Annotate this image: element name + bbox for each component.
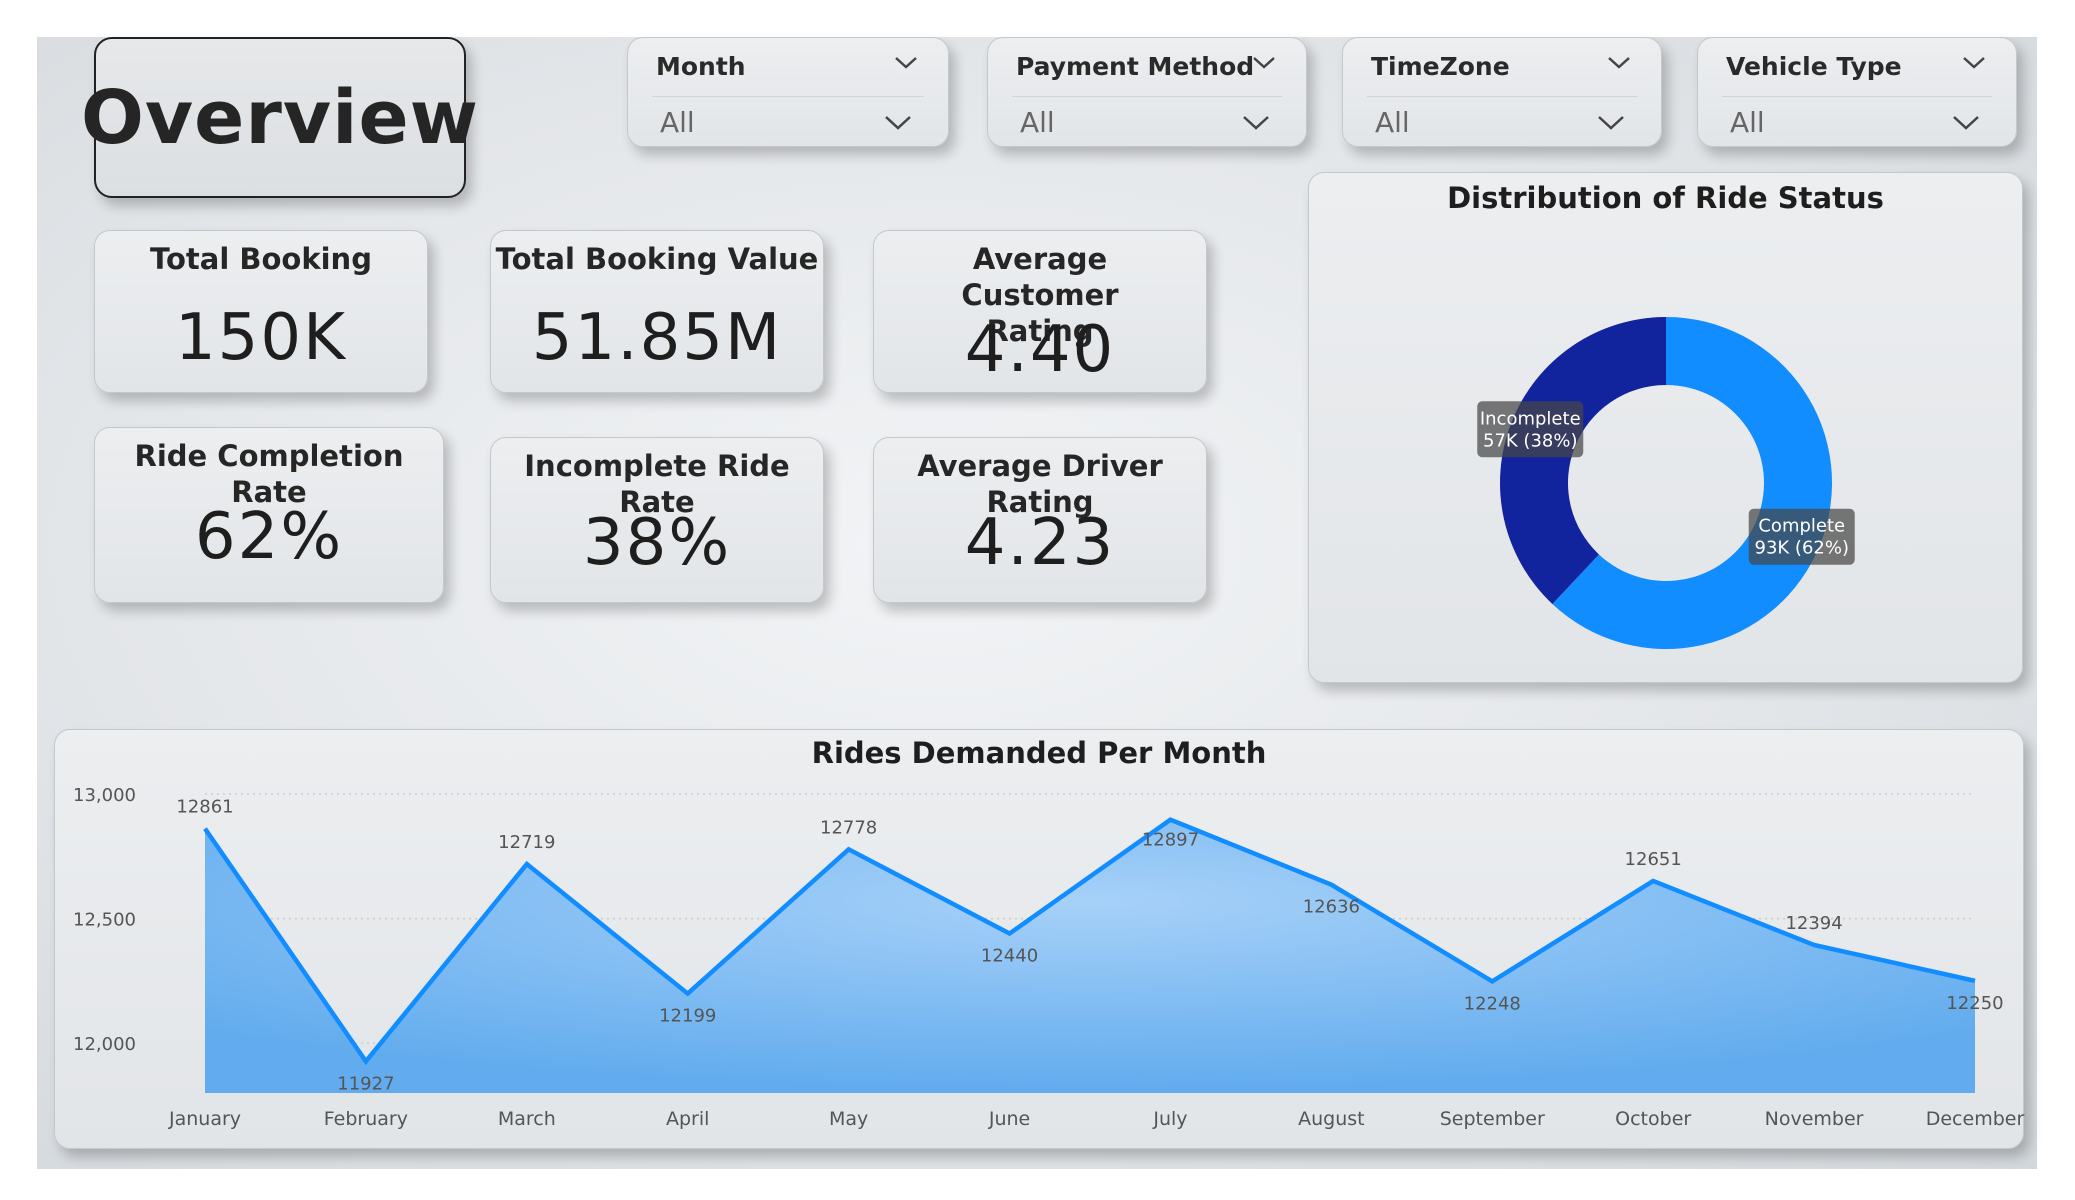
donut-slice-incomplete[interactable] xyxy=(1500,316,1666,605)
data-label: 12199 xyxy=(659,1006,716,1027)
kpi-label: Total Booking Value xyxy=(495,242,819,276)
donut-chart-card: Distribution of Ride Status Complete 93K … xyxy=(1308,172,2023,683)
kpi-ride-completion-rate: Ride Completion Rate 62% xyxy=(94,427,444,603)
data-label: 12250 xyxy=(1946,993,2003,1014)
slicer-timezone[interactable]: TimeZone All xyxy=(1342,37,1662,147)
kpi-value: 4.40 xyxy=(964,313,1116,387)
slicer-dropdown[interactable]: All xyxy=(1012,96,1282,147)
slicer-vehicle-type[interactable]: Vehicle Type All xyxy=(1697,37,2017,147)
slicer-value: All xyxy=(1375,105,1410,139)
kpi-value: 4.23 xyxy=(964,506,1116,580)
series-line xyxy=(203,817,1976,1066)
data-label: 12778 xyxy=(820,817,877,838)
x-tick-label: April xyxy=(666,1108,709,1130)
kpi-value: 150K xyxy=(174,301,348,375)
overview-title-box: Overview xyxy=(81,37,478,198)
data-label: 12897 xyxy=(1142,830,1199,851)
kpi-value: 38% xyxy=(582,506,732,580)
data-label: 12440 xyxy=(981,946,1038,967)
chevron-down-icon[interactable] xyxy=(1240,111,1272,133)
kpi-value: 62% xyxy=(194,500,344,574)
y-tick-label: 13,000 xyxy=(73,785,136,806)
kpi-label: Ride Completion Rate xyxy=(134,439,404,509)
chart-title: Distribution of Ride Status xyxy=(1447,181,1884,215)
x-tick-label: February xyxy=(324,1108,408,1130)
data-label: 12719 xyxy=(498,832,555,853)
kpi-total-booking-value: Total Booking Value 51.85M xyxy=(490,230,824,393)
slicer-value: All xyxy=(1020,105,1055,139)
data-label: 11927 xyxy=(337,1073,394,1094)
data-label-background xyxy=(1477,401,1584,458)
data-label: 12248 xyxy=(1464,993,1521,1014)
slicer-payment-method[interactable]: Payment Method All xyxy=(987,37,1307,147)
slicer-month[interactable]: Month All xyxy=(627,37,949,147)
slicer-label: Month xyxy=(656,52,746,81)
chevron-down-icon[interactable] xyxy=(1595,111,1627,133)
slicer-value: All xyxy=(1730,105,1765,139)
chevron-down-icon[interactable] xyxy=(1960,52,1988,72)
kpi-average-customer-rating: Average Customer Rating 4.40 xyxy=(873,230,1207,393)
x-tick-label: March xyxy=(498,1108,556,1130)
slicer-dropdown[interactable]: All xyxy=(652,96,924,147)
x-tick-label: November xyxy=(1765,1108,1864,1130)
chevron-down-icon[interactable] xyxy=(1605,52,1633,72)
slicer-dropdown[interactable]: All xyxy=(1722,96,1992,147)
y-tick-label: 12,000 xyxy=(73,1034,136,1055)
chart-title: Rides Demanded Per Month xyxy=(811,736,1267,770)
x-tick-label: January xyxy=(168,1108,241,1130)
data-label: 12651 xyxy=(1625,849,1682,870)
kpi-label: Average Customer Rating xyxy=(961,242,1119,348)
x-tick-label: September xyxy=(1440,1108,1545,1130)
slicer-label: Vehicle Type xyxy=(1726,52,1902,81)
x-tick-label: December xyxy=(1926,1108,2025,1130)
chevron-down-icon[interactable] xyxy=(1250,52,1278,72)
chevron-down-icon[interactable] xyxy=(882,111,914,133)
kpi-label: Incomplete Ride Rate xyxy=(524,449,790,519)
data-label-name: Complete xyxy=(1758,516,1845,537)
kpi-total-booking: Total Booking 150K xyxy=(94,230,428,393)
x-tick-label: August xyxy=(1298,1108,1365,1130)
dashboard-canvas: Overview Month All Payment Method All Ti… xyxy=(37,37,2037,1169)
x-tick-label: July xyxy=(1152,1108,1187,1130)
data-label-name: Incomplete xyxy=(1480,408,1581,429)
line-chart-card: Rides Demanded Per Month 13,000 12,500 12,… xyxy=(54,729,2024,1149)
data-label: 12394 xyxy=(1785,913,1842,934)
slicer-value: All xyxy=(660,105,695,139)
kpi-value: 51.85M xyxy=(531,301,783,375)
slicer-label: TimeZone xyxy=(1371,52,1510,81)
kpi-label: Total Booking xyxy=(150,242,372,276)
y-tick-label: 12,500 xyxy=(73,910,136,931)
donut-slice-complete[interactable] xyxy=(1552,317,1832,649)
x-tick-label: October xyxy=(1615,1108,1691,1130)
data-label-value: 93K (62%) xyxy=(1755,538,1849,559)
data-label-value: 57K (38%) xyxy=(1483,430,1577,451)
x-tick-label: June xyxy=(988,1108,1030,1130)
data-label: 12861 xyxy=(176,797,233,818)
kpi-label: Average Driver Rating xyxy=(917,449,1163,519)
chevron-down-icon[interactable] xyxy=(892,52,920,72)
kpi-incomplete-ride-rate: Incomplete Ride Rate 38% xyxy=(490,437,824,603)
data-label-background xyxy=(1748,508,1855,565)
area-chart: 13,000 12,500 12,000 12861 11927 12719 12199 12… xyxy=(73,785,2025,1130)
chevron-down-icon[interactable] xyxy=(1950,111,1982,133)
page-title: Overview xyxy=(81,74,479,161)
area-fill xyxy=(205,819,1975,1093)
x-tick-label: May xyxy=(829,1108,868,1130)
slicer-label: Payment Method xyxy=(1016,52,1255,81)
kpi-average-driver-rating: Average Driver Rating 4.23 xyxy=(873,437,1207,603)
slicer-dropdown[interactable]: All xyxy=(1367,96,1637,147)
data-label: 12636 xyxy=(1303,897,1360,918)
